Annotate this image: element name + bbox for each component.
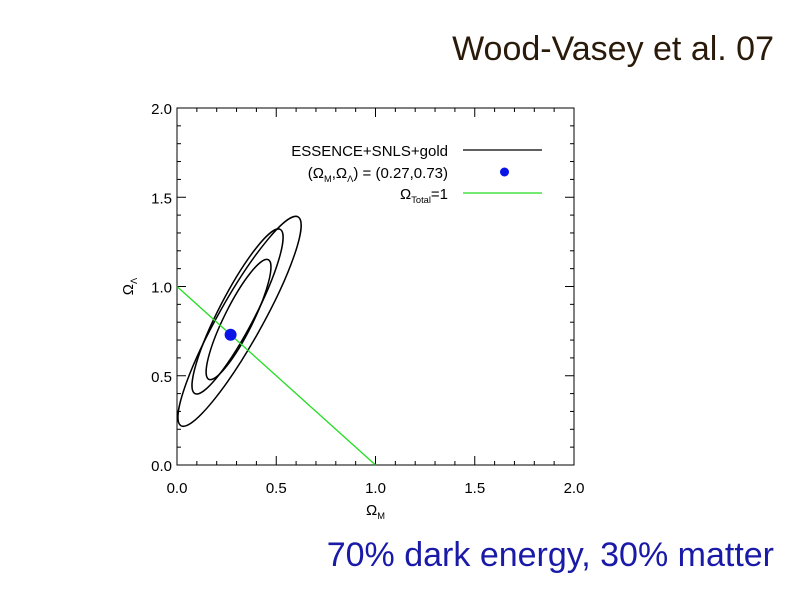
legend-label: ΩTotal​=1 (400, 186, 448, 205)
reference-lines (176, 286, 376, 466)
y-tick-label: 0.0 (151, 458, 172, 475)
x-tick-label: 2.0 (564, 480, 585, 497)
x-axis-label: ΩM​ (366, 502, 385, 521)
contour-68pct (205, 258, 272, 381)
legend-label: (ΩM​,ΩΛ​) = (0.27,0.73) (308, 165, 448, 184)
legend-label: ESSENCE+SNLS+gold (291, 143, 448, 160)
x-tick-label: 0.5 (266, 480, 287, 497)
slide-caption: 70% dark energy, 30% matter (326, 536, 774, 574)
legend-swatch-point (500, 167, 509, 177)
best-fit-point (224, 328, 237, 341)
x-tick-label: 1.5 (464, 480, 485, 497)
plot-frame (176, 107, 575, 466)
flat-universe-line (176, 286, 376, 466)
x-tick-label: 0.0 (167, 480, 188, 497)
confidence-contours (177, 215, 302, 428)
y-axis-label: ΩΛ​ (120, 277, 139, 295)
contour-99pct (177, 215, 302, 428)
y-tick-label: 1.5 (151, 190, 172, 207)
y-tick-label: 2.0 (151, 101, 172, 118)
chart-legend: ESSENCE+SNLS+gold (ΩM​,ΩΛ​) = (0.27,0.73)… (291, 143, 542, 205)
x-tick-label: 1.0 (365, 480, 386, 497)
y-tick-label: 1.0 (151, 280, 172, 297)
contour-95pct (191, 228, 284, 395)
y-tick-label: 0.5 (151, 369, 172, 386)
slide-title: Wood-Vasey et al. 07 (452, 30, 774, 68)
chart-axes: 0.0 0.5 1.0 1.5 2.0 0.0 0.5 1.0 1.5 2.0 ΩM​ ΩΛ​ (120, 101, 584, 521)
